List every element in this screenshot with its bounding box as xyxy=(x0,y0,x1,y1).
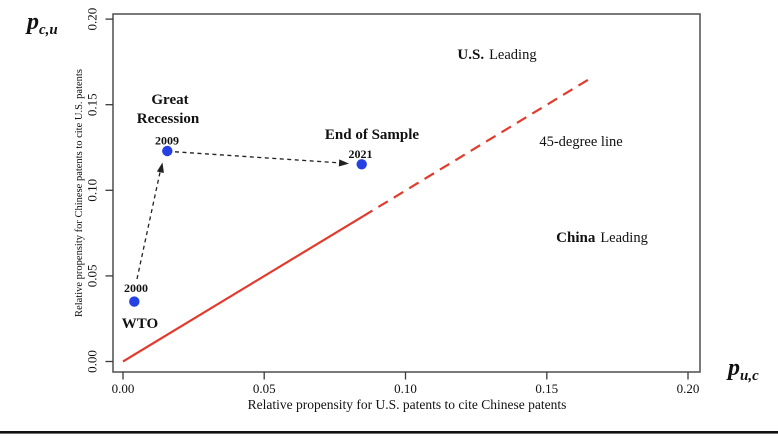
45-degree-line-dashed-segment xyxy=(362,78,590,218)
x-axis-ticks xyxy=(122,372,689,380)
data-point-2021 xyxy=(356,159,367,170)
bottom-rule xyxy=(0,431,778,434)
y-symbol-sub: c,u xyxy=(39,22,58,38)
china-leading-label: China Leading xyxy=(556,230,648,246)
china-leading-bold: China xyxy=(556,230,596,246)
great-recession-label-line1: Great xyxy=(151,92,188,108)
45-degree-line-solid-segment xyxy=(122,215,364,363)
y-tick-label-0: 0.00 xyxy=(85,350,100,373)
year-label-2009: 2009 xyxy=(155,134,179,148)
x-tick-label-0: 0.00 xyxy=(112,381,135,396)
x-symbol-base: p xyxy=(726,355,740,381)
plot-frame xyxy=(112,13,701,373)
x-axis-title: Relative propensity for U.S. patents to … xyxy=(248,397,567,412)
data-point-2009 xyxy=(162,145,173,157)
great-recession-label-line2: Recession xyxy=(137,111,200,127)
arrow-2009-to-2021 xyxy=(174,151,343,164)
us-leading-rest: Leading xyxy=(489,47,537,63)
year-label-2021: 2021 xyxy=(349,147,373,161)
y-symbol-base: p xyxy=(25,9,39,35)
y-tick-label-2: 0.10 xyxy=(85,179,100,202)
x-tick-label-3: 0.15 xyxy=(535,381,558,396)
y-axis-symbol: pc,u xyxy=(25,9,58,38)
y-tick-label-4: 0.20 xyxy=(85,8,100,31)
us-leading-bold: U.S. xyxy=(457,47,484,63)
y-tick-label-1: 0.05 xyxy=(85,265,100,288)
year-label-2000: 2000 xyxy=(124,281,148,295)
data-point-2000 xyxy=(129,296,140,307)
x-tick-label-2: 0.10 xyxy=(394,381,417,396)
y-axis-ticks xyxy=(105,18,113,363)
us-leading-label: U.S. Leading xyxy=(457,47,536,63)
end-of-sample-label: End of Sample xyxy=(325,127,420,143)
y-tick-label-3: 0.15 xyxy=(85,93,100,116)
x-tick-label-1: 0.05 xyxy=(253,381,276,396)
y-axis-tick-labels: 0.00 0.05 0.10 0.15 0.20 xyxy=(85,8,100,373)
arrow-2000-to-2009 xyxy=(136,169,162,280)
x-tick-label-4: 0.20 xyxy=(677,381,700,396)
45-degree-line-label: 45-degree line xyxy=(539,134,622,150)
x-axis-symbol: pu,c xyxy=(726,355,759,384)
arrowhead-2009-to-2021 xyxy=(338,159,349,167)
wto-label: WTO xyxy=(122,316,158,332)
y-axis-title: Relative propensity for Chinese patents … xyxy=(74,69,85,317)
x-symbol-sub: u,c xyxy=(740,368,759,384)
arrowhead-2000-to-2009 xyxy=(156,162,164,174)
china-leading-rest: Leading xyxy=(600,230,648,246)
x-axis-tick-labels: 0.00 0.05 0.10 0.15 0.20 xyxy=(112,381,700,396)
